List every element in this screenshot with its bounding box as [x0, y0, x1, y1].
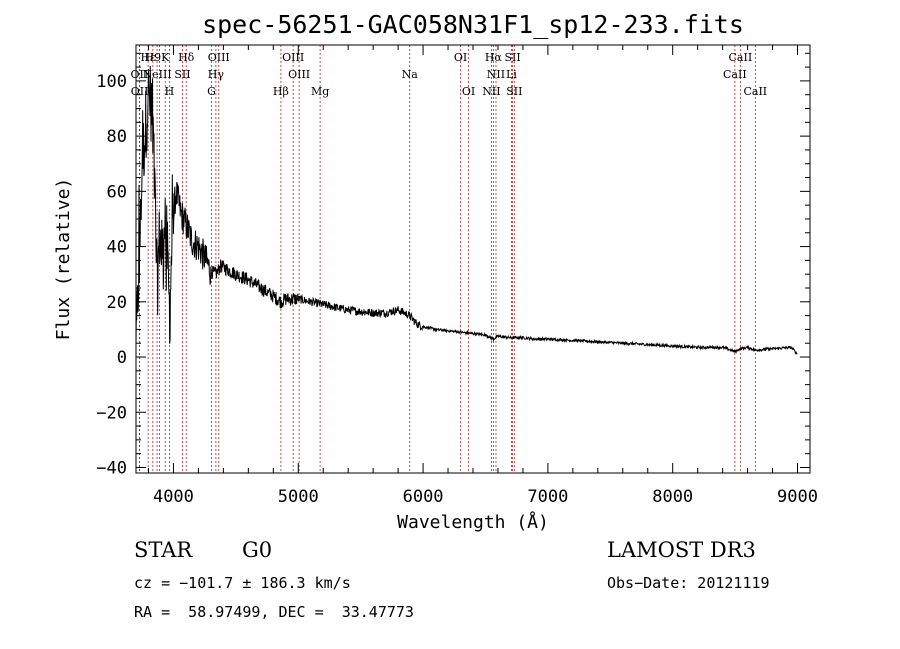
line-label: Na [402, 68, 419, 81]
line-label: Hε [140, 51, 156, 64]
spectrum-series [135, 65, 798, 355]
line-label: OIII [288, 68, 310, 81]
line-label: NII [482, 85, 500, 98]
line-label: Mg [311, 85, 329, 98]
line-label: CaII [743, 85, 767, 98]
line-label: OIII [282, 51, 304, 64]
redshift-text: cz = −101.7 ± 186.3 km/s [134, 574, 351, 592]
y-tick-label: −20 [96, 403, 127, 423]
y-tick-label: 40 [107, 238, 127, 258]
x-tick-label: 6000 [403, 487, 444, 507]
plot-frame [135, 44, 811, 474]
x-tick-label: 4000 [153, 487, 194, 507]
chart-title: spec-56251-GAC058N31F1_sp12-233.fits [202, 10, 744, 39]
spectrum-line [135, 65, 798, 355]
line-markers [138, 45, 756, 473]
coordinates-text: RA = 58.97499, DEC = 33.47773 [134, 603, 414, 621]
line-label: H9 [145, 51, 162, 64]
line-label: Hβ [273, 85, 289, 98]
line-label: OIII [208, 51, 230, 64]
line-label: SII [504, 51, 520, 64]
line-label: H [165, 85, 175, 98]
line-label: OI [462, 85, 475, 98]
y-tick-label: 60 [107, 182, 127, 202]
line-label: SII [506, 85, 522, 98]
object-class: STAR [134, 538, 193, 562]
line-label: OI [454, 51, 467, 64]
object-subclass: G0 [242, 538, 273, 562]
y-tick-label: 100 [96, 72, 127, 92]
x-tick-label: 8000 [652, 487, 693, 507]
survey-name: LAMOST DR3 [607, 538, 756, 562]
axis-ticks: 4000 5000 6000 7000 8000 9000 −40 −20 0 20 40 60 80 1… [96, 45, 818, 507]
line-label: SII [174, 68, 190, 81]
line-label: Hγ [208, 68, 225, 81]
line-label: NeIII [143, 68, 172, 81]
line-label: Hδ [178, 51, 195, 64]
x-tick-label: 7000 [527, 487, 568, 507]
x-axis-label: Wavelength (Å) [397, 511, 549, 533]
line-label: Li [506, 68, 517, 81]
line-label: OII [131, 68, 149, 81]
line-label: G [207, 85, 216, 98]
y-tick-label: 80 [107, 127, 127, 147]
y-tick-label: −40 [96, 458, 127, 478]
line-label: Hα [485, 51, 503, 64]
obs-date-text: Obs−Date: 20121119 [607, 574, 770, 592]
line-label: CaII [729, 51, 753, 64]
line-label: CaII [723, 68, 747, 81]
y-tick-label: 0 [117, 348, 127, 368]
x-tick-label: 5000 [278, 487, 319, 507]
line-label: OII [131, 85, 149, 98]
y-tick-label: 20 [107, 293, 127, 313]
line-label: K [161, 51, 170, 64]
line-label: NII [487, 68, 505, 81]
x-tick-label: 9000 [777, 487, 818, 507]
y-axis-label: Flux (relative) [53, 178, 74, 341]
